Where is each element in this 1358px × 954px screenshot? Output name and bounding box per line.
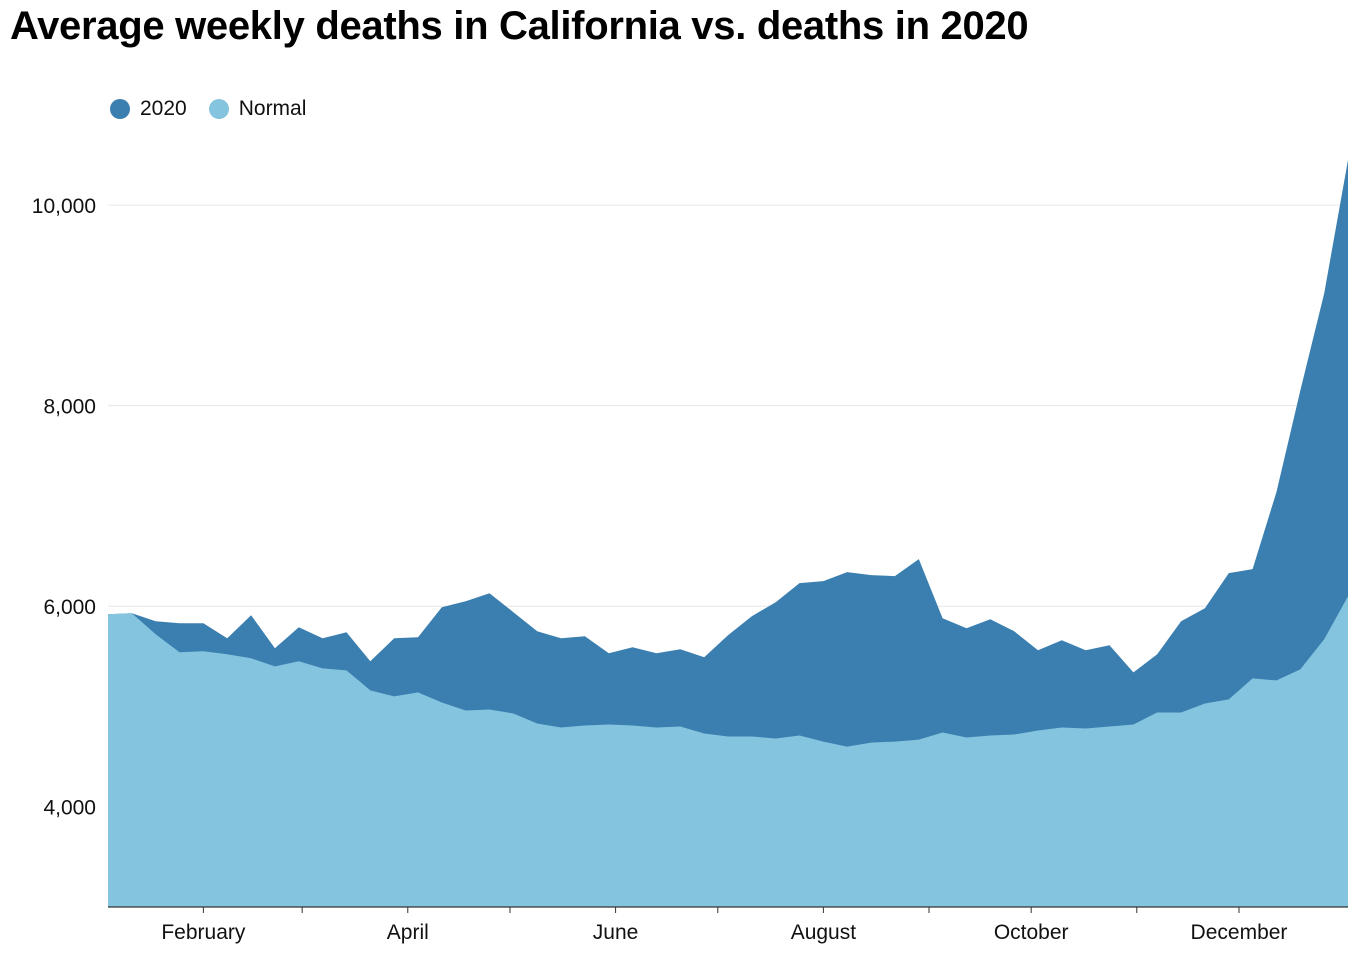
- y-tick-label: 6,000: [43, 596, 96, 619]
- legend-swatch-normal: [208, 99, 229, 119]
- x-tick-label: April: [387, 921, 429, 944]
- y-tick-label: 4,000: [43, 797, 96, 820]
- legend-label-2020: 2020: [140, 97, 187, 120]
- legend: 2020 Normal: [110, 97, 328, 121]
- x-tick-label: August: [791, 921, 857, 944]
- chart-title: Average weekly deaths in California vs. …: [10, 4, 1029, 48]
- legend-item-2020: 2020: [110, 97, 187, 121]
- x-tick-label: February: [161, 921, 246, 944]
- legend-item-normal: Normal: [208, 97, 307, 121]
- x-tick-label: October: [994, 921, 1069, 944]
- x-tick-label: December: [1191, 921, 1288, 944]
- legend-swatch-2020: [110, 99, 130, 119]
- y-tick-label: 8,000: [43, 396, 96, 419]
- y-tick-label: 10,000: [32, 195, 96, 218]
- area-series-normal: [108, 596, 1348, 907]
- legend-label-normal: Normal: [238, 97, 307, 120]
- x-tick-label: June: [593, 921, 639, 944]
